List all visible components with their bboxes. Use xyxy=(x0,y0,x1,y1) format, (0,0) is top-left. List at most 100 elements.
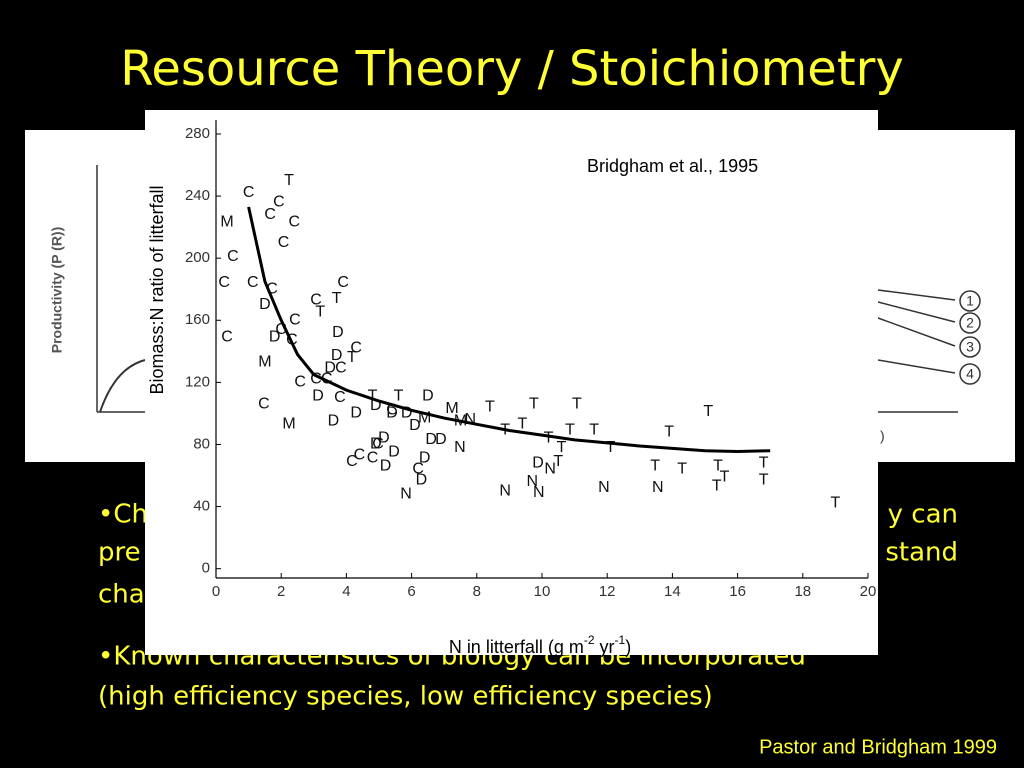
footer: Pastor and Bridgham 1999 xyxy=(759,736,997,758)
bullet-text: y can xyxy=(888,500,958,530)
point-marker: C xyxy=(335,360,347,377)
point-marker: T xyxy=(572,395,582,412)
point-marker: D xyxy=(269,329,281,346)
x-tick-label: 16 xyxy=(729,583,746,600)
bullet-text: (high efficiency species, low efficiency… xyxy=(98,682,713,712)
curve-label: 1 xyxy=(966,293,974,309)
point-marker: M xyxy=(220,214,233,231)
point-marker: T xyxy=(553,453,563,470)
point-marker: C xyxy=(412,461,424,478)
point-marker: D xyxy=(312,388,324,405)
point-marker: C xyxy=(321,370,333,387)
point-marker: T xyxy=(664,423,674,440)
point-marker: D xyxy=(416,471,428,488)
point-marker: D xyxy=(328,412,340,429)
x-tick-label: 10 xyxy=(534,583,551,600)
point-marker: T xyxy=(284,172,294,189)
point-marker: M xyxy=(282,416,295,433)
point-marker: D xyxy=(401,405,413,422)
point-marker: T xyxy=(485,398,495,415)
curve-label: 4 xyxy=(966,366,974,382)
point-marker: D xyxy=(532,454,544,471)
point-marker: N xyxy=(499,482,511,499)
y-axis-label: Biomass:N ratio of litterfall xyxy=(147,185,167,394)
curve xyxy=(877,359,956,374)
point-marker: N xyxy=(454,439,466,456)
x-tick-label: 14 xyxy=(664,583,681,600)
point-marker: T xyxy=(703,403,713,420)
x-tick-label: 18 xyxy=(794,583,811,600)
point-marker: C xyxy=(258,395,270,412)
point-marker: D xyxy=(370,397,382,414)
point-marker: T xyxy=(368,388,378,405)
point-marker: C xyxy=(264,206,276,223)
fit-line xyxy=(247,206,771,453)
point-marker: C xyxy=(273,194,285,211)
point-marker: C xyxy=(334,389,346,406)
point-marker: T xyxy=(589,422,599,439)
point-marker: D xyxy=(259,296,271,313)
x-axis-label-part: -1 xyxy=(615,633,626,647)
point-marker: N xyxy=(598,479,610,496)
point-marker: C xyxy=(275,321,287,338)
point-marker: N xyxy=(533,484,545,501)
point-marker: C xyxy=(221,329,233,346)
chart-panel xyxy=(145,110,878,655)
point-marker: T xyxy=(677,461,687,478)
x-axis-label-part: yr xyxy=(595,637,615,657)
curve-label: 3 xyxy=(966,339,974,355)
point-marker: D xyxy=(378,429,390,446)
point-marker: M xyxy=(445,400,458,417)
x-tick-label: 6 xyxy=(407,583,415,600)
point-marker: N xyxy=(652,479,664,496)
point-marker: C xyxy=(386,402,398,419)
curve xyxy=(877,289,956,301)
point-marker: T xyxy=(394,388,404,405)
point-marker: N xyxy=(400,485,412,502)
point-marker: C xyxy=(227,248,239,265)
slide-title: Resource Theory / Stoichiometry xyxy=(120,41,904,97)
point-marker: D xyxy=(370,436,382,453)
x-tick-label: 8 xyxy=(473,583,481,600)
point-marker: T xyxy=(720,468,730,485)
point-marker: T xyxy=(565,422,575,439)
point-marker: T xyxy=(315,304,325,321)
point-marker: D xyxy=(422,388,434,405)
axis-fragment: ) xyxy=(880,428,885,444)
point-marker: N xyxy=(464,411,476,428)
x-axis-label-part: N in litterfall (g m xyxy=(449,637,584,657)
curve xyxy=(877,301,956,323)
label-circle xyxy=(959,363,981,385)
curve xyxy=(877,317,956,347)
y-tick-label: 120 xyxy=(185,373,210,390)
point-marker: D xyxy=(332,324,344,341)
point-marker: C xyxy=(372,436,384,453)
point-marker: C xyxy=(294,374,306,391)
point-marker: T xyxy=(712,478,722,495)
x-tick-label: 12 xyxy=(599,583,616,600)
point-marker: N xyxy=(544,461,556,478)
point-marker: C xyxy=(288,214,300,231)
point-marker: C xyxy=(266,280,278,297)
point-marker: T xyxy=(831,495,841,512)
curve-label: 2 xyxy=(966,315,974,331)
chart: 0 40 80 120 160 200 240 280 0 2 4 6 8 10 12 14 16 18 20 Bio… xyxy=(147,120,876,657)
point-marker: T xyxy=(650,457,660,474)
point-marker: C xyxy=(243,184,255,201)
bullet-text: stand xyxy=(885,538,958,568)
bullet-text: cha xyxy=(98,580,145,610)
x-axis-label-part: ) xyxy=(625,637,631,657)
point-marker: C xyxy=(247,274,259,291)
curve xyxy=(99,359,146,413)
point-marker: T xyxy=(332,290,342,307)
annotation: Bridgham et al., 1995 xyxy=(587,156,758,176)
point-marker: T xyxy=(713,457,723,474)
label-circle xyxy=(959,312,981,334)
point-marker: C xyxy=(289,311,301,328)
x-tick-label: 2 xyxy=(277,583,285,600)
point-marker: D xyxy=(350,405,362,422)
point-marker: C xyxy=(278,234,290,251)
y-tick-label: 40 xyxy=(193,498,210,515)
point-marker: D xyxy=(388,443,400,460)
